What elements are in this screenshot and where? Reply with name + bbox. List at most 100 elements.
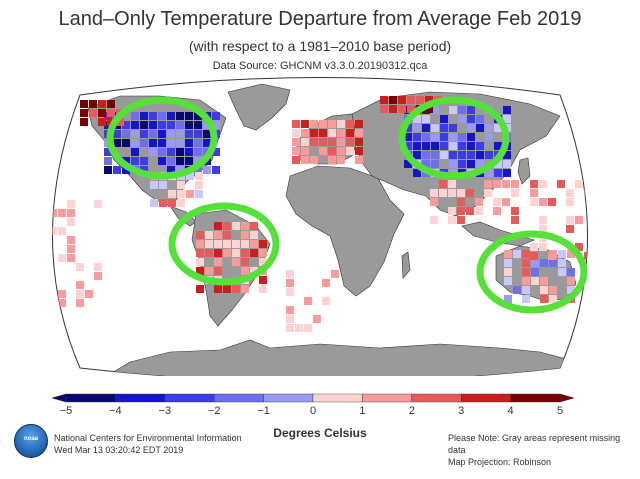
color-legend-swatches [51,393,575,403]
anomaly-cell [214,231,222,239]
anomaly-cell [214,258,222,266]
legend-tick-label: −1 [257,405,270,417]
anomaly-cell [122,130,130,138]
anomaly-cell [113,166,121,174]
antarctica [98,339,571,376]
anomaly-cell [566,189,574,197]
anomaly-cell [168,199,176,207]
anomaly-cell [566,198,574,206]
anomaly-cell [176,121,184,129]
anomaly-cell [158,121,166,129]
anomaly-cell [67,209,75,217]
anomaly-cell [522,268,530,276]
anomaly-cell [458,142,466,150]
anomaly-cell [149,121,157,129]
anomaly-cell [140,166,148,174]
anomaly-cell [531,277,539,285]
anomaly-cell [431,160,439,168]
anomaly-cell [467,142,475,150]
anomaly-cell [337,129,345,137]
anomaly-cell [301,138,309,146]
anomaly-cell [539,243,547,251]
anomaly-cell [98,100,106,108]
anomaly-cell [140,112,148,120]
anomaly-cell [413,151,421,159]
anomaly-cell [331,270,339,278]
anomaly-cell [575,180,583,188]
anomaly-cell [407,105,415,113]
anomaly-cell [549,259,557,267]
anomaly-cell [196,231,204,239]
anomaly-cell [504,277,512,285]
anomaly-cell [522,295,530,303]
anomaly-cell [158,148,166,156]
anomaly-cell [346,120,354,128]
landmasses [40,83,588,376]
highlight-circle-eurasia [398,96,510,180]
anomaly-cell [449,124,457,132]
anomaly-cell [196,240,204,248]
anomaly-cell [149,148,157,156]
anomaly-cell [476,151,484,159]
anomaly-cell [502,198,510,206]
anomaly-cell [259,276,267,284]
anomaly-cell [567,268,575,276]
legend-tick-label: −4 [109,405,122,417]
anomaly-cell [40,281,48,289]
anomaly-cell [522,259,530,267]
anomaly-cell [176,112,184,120]
legend-swatch [461,393,511,403]
anomaly-cell [94,263,102,271]
anomaly-cell [196,285,204,293]
anomaly-cell [286,324,294,332]
anomaly-cell [337,147,345,155]
anomaly-cell [85,290,93,298]
anomaly-cell [167,130,175,138]
anomaly-cell [104,166,112,174]
anomaly-cell [485,169,493,177]
footer-notes: Please Note: Gray areas represent missin… [448,432,640,468]
anomaly-cell [167,139,175,147]
anomaly-cell [503,169,511,177]
anomaly-cell [259,240,267,248]
anomaly-cell [259,258,267,266]
anomaly-cell [205,231,213,239]
anomaly-cell [310,156,318,164]
anomaly-cell [413,115,421,123]
anomaly-cell [355,156,363,164]
anomaly-cell [131,130,139,138]
anomaly-cell [292,156,300,164]
anomaly-cell [194,121,202,129]
anomaly-cell [167,157,175,165]
anomaly-cell [422,124,430,132]
anomaly-cell [203,130,211,138]
legend-tick-label: 4 [508,405,514,417]
anomaly-cell [113,139,121,147]
anomaly-cell [328,129,336,137]
anomaly-cell [292,120,300,128]
legend-tick-label: 2 [409,405,415,417]
anomaly-cell [458,151,466,159]
legend-swatch [263,393,314,403]
footer-note-missing: Please Note: Gray areas represent missin… [448,433,621,455]
anomaly-cell [504,268,512,276]
anomaly-cell [467,160,475,168]
anomaly-cell [67,236,75,244]
anomaly-cell [122,166,130,174]
legend-swatch [362,393,412,403]
anomaly-cell [567,277,575,285]
anomaly-cell [177,181,185,189]
anomaly-cell [214,249,222,257]
anomaly-cell [422,151,430,159]
anomaly-cell [346,129,354,137]
anomaly-cell [430,216,438,224]
legend-tick-label: 0 [310,405,316,417]
anomaly-cell [346,138,354,146]
anomaly-cell [159,181,167,189]
anomaly-cell [58,254,66,262]
anomaly-cell [457,207,465,215]
anomaly-cell [337,156,345,164]
anomaly-cell [150,181,158,189]
anomaly-cell [513,250,521,258]
anomaly-cell [159,199,167,207]
